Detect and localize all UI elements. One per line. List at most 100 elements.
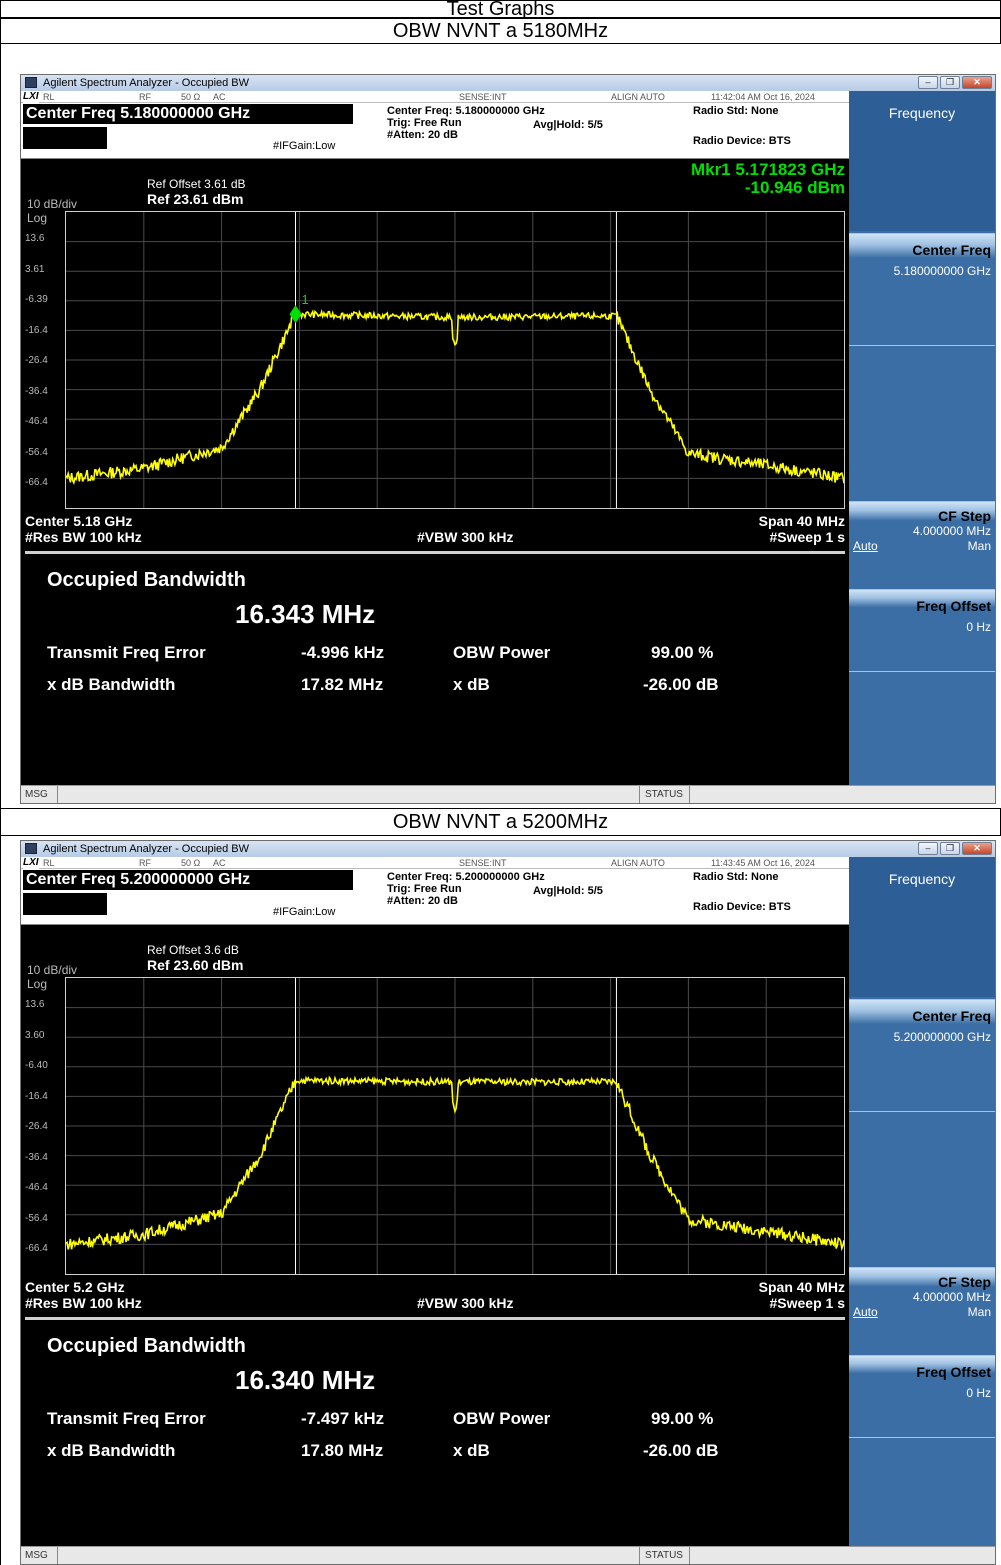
- status-strip: LXI RL RF 50 Ω AC SENSE:INT ALIGN AUTO 1…: [21, 91, 849, 103]
- attenuation: #Atten: 20 dB: [387, 129, 458, 141]
- tfe-value: -4.996 kHz: [301, 643, 385, 662]
- obw-value: 16.343 MHz: [235, 599, 376, 629]
- if-gain: #IFGain:Low: [273, 906, 336, 918]
- annotation-pad: [23, 893, 107, 915]
- analyzer-window-1: Agilent Spectrum Analyzer - Occupied BW …: [20, 74, 996, 804]
- spectrum-chart: [65, 978, 845, 1274]
- y-tick-label: -56.4: [25, 446, 48, 458]
- scale-per-div: 10 dB/div: [27, 963, 78, 977]
- center-freq-line: Center Freq: 5.200000000 GHz: [387, 871, 545, 883]
- measurement-header: LXI RL RF 50 Ω AC SENSE:INT ALIGN AUTO 1…: [21, 857, 849, 925]
- ref-offset: Ref Offset 3.6 dB: [147, 943, 239, 957]
- radio-device: Radio Device: BTS: [693, 135, 791, 147]
- y-tick-label: 13.6: [25, 999, 45, 1010]
- marker-amplitude: -10.946 dBm: [744, 178, 845, 197]
- results-title: Occupied Bandwidth: [47, 569, 246, 591]
- softkey-panel: Frequency Center Freq 5.180000000 GHz CF…: [849, 91, 995, 785]
- status-label: STATUS: [645, 789, 683, 800]
- log-scale: Log: [27, 211, 48, 225]
- softkey-value: 4.000000 MHz: [912, 524, 991, 538]
- y-tick-label: -16.4: [25, 1090, 48, 1102]
- vbw: #VBW 300 kHz: [417, 1295, 514, 1311]
- center-freq-softkey[interactable]: Center Freq 5.200000000 GHz: [849, 999, 995, 1109]
- obw-power-label: OBW Power: [453, 643, 551, 662]
- separator: [25, 551, 845, 554]
- xdb-bw-label: x dB Bandwidth: [47, 1441, 176, 1460]
- freq-offset-softkey[interactable]: Freq Offset 0 Hz: [849, 1355, 995, 1435]
- freq-offset-softkey[interactable]: Freq Offset 0 Hz: [849, 589, 995, 669]
- window-titlebar[interactable]: Agilent Spectrum Analyzer - Occupied BW …: [21, 75, 995, 91]
- table-cell-border: [0, 44, 20, 808]
- blank-softkey[interactable]: [849, 1111, 995, 1265]
- sweep: #Sweep 1 s: [769, 1295, 846, 1311]
- spectrum-plot[interactable]: 1: [65, 211, 845, 509]
- close-button[interactable]: ✕: [962, 76, 992, 89]
- minimize-button[interactable]: –: [918, 76, 938, 89]
- results-panel: Occupied Bandwidth 16.343 MHz Transmit F…: [21, 555, 849, 785]
- cf-step-softkey[interactable]: CF Step 4.000000 MHz Auto Man: [849, 1267, 995, 1353]
- obw-power-value: 99.00 %: [651, 643, 714, 662]
- center-label: Center 5.2 GHz: [25, 1279, 125, 1295]
- ref-level: Ref 23.61 dBm: [147, 191, 244, 207]
- obw-power-value: 99.00 %: [651, 1409, 714, 1428]
- divider: [639, 786, 640, 803]
- divider: [689, 1547, 690, 1564]
- center-freq-title: Center Freq 5.180000000 GHz: [23, 104, 353, 124]
- center-freq-softkey[interactable]: Center Freq 5.180000000 GHz: [849, 233, 995, 343]
- blank-softkey[interactable]: [849, 671, 995, 781]
- man-option[interactable]: Man: [967, 539, 991, 553]
- spectrum-chart: 1: [65, 212, 845, 508]
- blank-softkey[interactable]: [849, 1437, 995, 1547]
- vbw: #VBW 300 kHz: [417, 529, 514, 545]
- blank-softkey[interactable]: [849, 345, 995, 499]
- log-scale: Log: [27, 977, 48, 991]
- window-titlebar[interactable]: Agilent Spectrum Analyzer - Occupied BW …: [21, 841, 995, 857]
- man-option[interactable]: Man: [967, 1305, 991, 1319]
- msg-label: MSG: [25, 789, 48, 800]
- softkey-value: 5.200000000 GHz: [893, 1030, 991, 1044]
- measurement-header: LXI RL RF 50 Ω AC SENSE:INT ALIGN AUTO 1…: [21, 91, 849, 159]
- message-bar: MSG STATUS: [21, 1546, 995, 1564]
- softkey-label: Freq Offset: [916, 1364, 991, 1380]
- xdb-bw-value: 17.82 MHz: [301, 675, 384, 694]
- res-bw: #Res BW 100 kHz: [25, 529, 142, 545]
- auto-option[interactable]: Auto: [853, 1305, 878, 1319]
- tfe-value: -7.497 kHz: [301, 1409, 385, 1428]
- xdb-bw-label: x dB Bandwidth: [47, 675, 176, 694]
- minimize-button[interactable]: –: [918, 842, 938, 855]
- y-tick-label: -6.40: [25, 1060, 48, 1071]
- window-title: Agilent Spectrum Analyzer - Occupied BW: [43, 77, 250, 89]
- y-tick-label: -16.4: [25, 324, 48, 336]
- divider: [689, 786, 690, 803]
- menu-title: Frequency: [849, 91, 995, 231]
- timestamp: 11:42:04 AM Oct 16, 2024: [711, 92, 815, 102]
- restore-button[interactable]: ❐: [940, 76, 960, 89]
- spectrum-plot[interactable]: [65, 977, 845, 1275]
- spectrum-trace: [65, 308, 845, 485]
- y-tick-label: 13.6: [25, 233, 45, 244]
- cf-step-softkey[interactable]: CF Step 4.000000 MHz Auto Man: [849, 501, 995, 587]
- spectrum-display: Mkr1 5.171823 GHz -10.946 dBm Ref Offset…: [21, 159, 849, 555]
- avg-hold: Avg|Hold: 5/5: [533, 885, 603, 897]
- marker-diamond-icon[interactable]: [289, 305, 302, 324]
- lxi-icon: LXI: [23, 91, 39, 103]
- sense-indicator: SENSE:INT: [459, 92, 507, 102]
- close-button[interactable]: ✕: [962, 842, 992, 855]
- y-tick-label: -56.4: [25, 1212, 48, 1224]
- radio-std: Radio Std: None: [693, 871, 779, 883]
- auto-option[interactable]: Auto: [853, 539, 878, 553]
- results-panel: Occupied Bandwidth 16.340 MHz Transmit F…: [21, 1321, 849, 1546]
- if-gain: #IFGain:Low: [273, 140, 336, 152]
- app-icon: [25, 843, 37, 854]
- softkey-label: Freq Offset: [916, 598, 991, 614]
- y-tick-label: -46.4: [25, 416, 48, 427]
- caption-1: OBW NVNT a 5180MHz: [0, 18, 1001, 44]
- y-tick-label: -66.4: [25, 1243, 48, 1254]
- softkey-value: 5.180000000 GHz: [893, 264, 991, 278]
- y-tick-label: 3.60: [25, 1029, 45, 1041]
- restore-button[interactable]: ❐: [940, 842, 960, 855]
- message-bar: MSG STATUS: [21, 785, 995, 803]
- app-icon: [25, 77, 37, 88]
- y-tick-label: -26.4: [25, 355, 48, 366]
- xdb-bw-value: 17.80 MHz: [301, 1441, 384, 1460]
